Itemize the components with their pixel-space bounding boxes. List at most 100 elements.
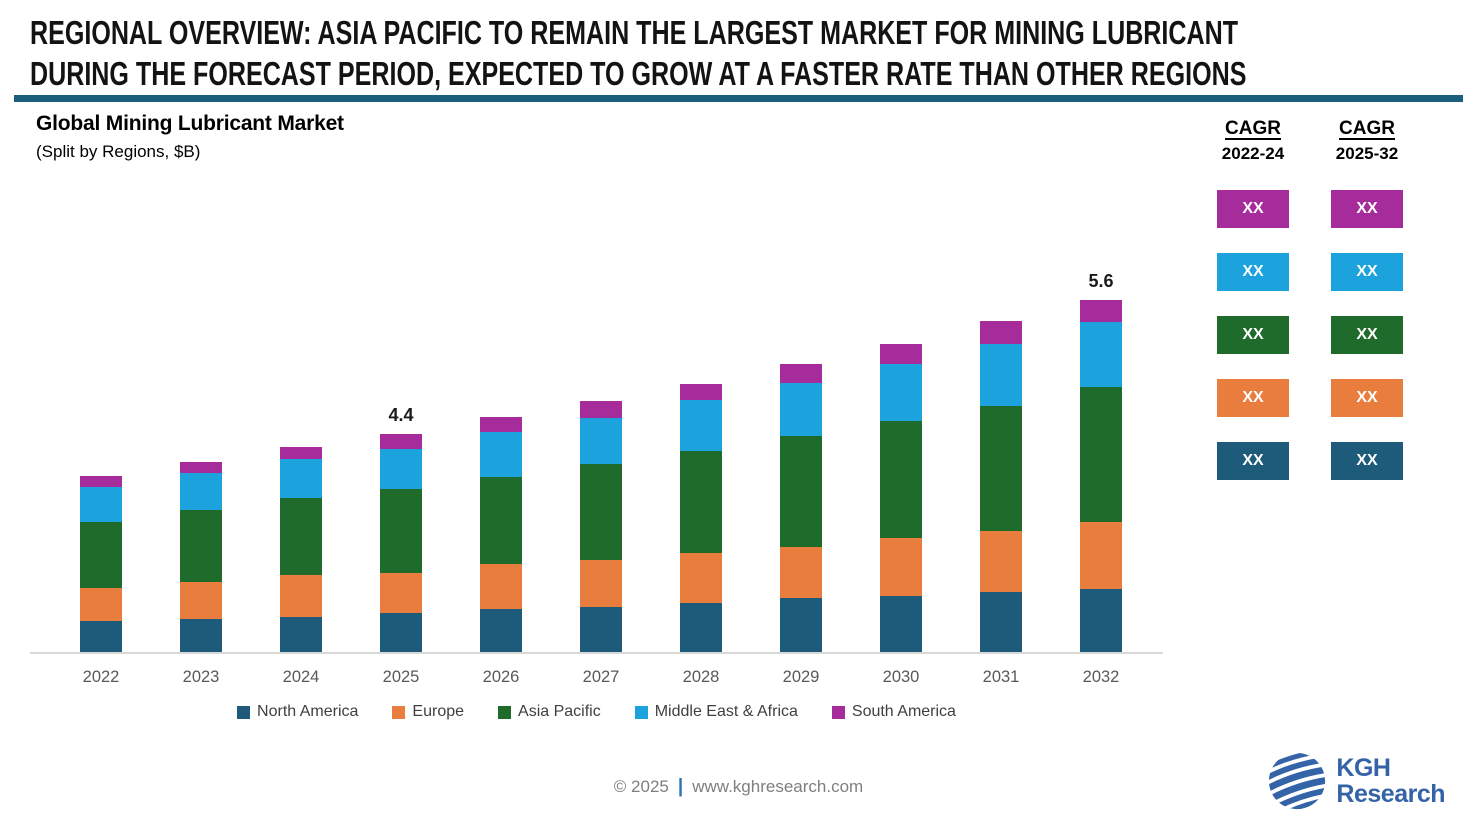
segment-south-america [280, 447, 322, 459]
segment-south-america [1080, 299, 1122, 322]
segment-middle-east-africa [180, 473, 222, 510]
bar-2029: 2029 [780, 364, 822, 686]
stacked-bar-2024 [280, 447, 322, 653]
x-axis-label-2027: 2027 [582, 668, 620, 686]
bar-2032: 5.6 2032 [1080, 271, 1122, 686]
stacked-bar-2031 [980, 321, 1022, 653]
headline-line-1: REGIONAL OVERVIEW: ASIA PACIFIC TO REMAI… [30, 14, 1239, 51]
bar-2030: 2030 [880, 344, 922, 686]
x-axis-label-2031: 2031 [982, 668, 1020, 686]
segment-south-america [480, 417, 522, 432]
stacked-bar-2025 [380, 433, 422, 653]
segment-north-america [180, 619, 222, 653]
cagr-value-middle-east-africa-2025-32: XX [1331, 253, 1403, 291]
segment-asia-pacific [280, 498, 322, 575]
legend-label-north-america: North America [257, 703, 359, 720]
slide-headline: REGIONAL OVERVIEW: ASIA PACIFIC TO REMAI… [30, 12, 1246, 94]
bar-2031: 2031 [980, 321, 1022, 686]
legend-label-asia-pacific: Asia Pacific [518, 703, 601, 720]
cagr-label: CAGR [1339, 118, 1395, 139]
cagr-column-header-2022-24: CAGR 2022-24 [1205, 118, 1301, 164]
segment-asia-pacific [380, 489, 422, 573]
segment-europe [780, 546, 822, 598]
segment-south-america [880, 344, 922, 364]
stacked-bar-2022 [80, 476, 122, 653]
segment-asia-pacific [880, 421, 922, 538]
segment-north-america [380, 612, 422, 653]
cagr-value-north-america-2022-24: XX [1217, 442, 1289, 480]
legend-item-middle-east-africa: Middle East & Africa [634, 703, 798, 721]
segment-middle-east-africa [580, 418, 622, 464]
cagr-period: 2025-32 [1335, 144, 1399, 163]
segment-north-america [280, 617, 322, 653]
segment-asia-pacific [1080, 387, 1122, 522]
bar-2022: 2022 [80, 476, 122, 686]
stacked-bar-2028 [680, 383, 722, 653]
headline-line-2: DURING THE FORECAST PERIOD, EXPECTED TO … [30, 55, 1247, 92]
legend-marker-europe [392, 705, 406, 719]
stacked-bar-2026 [480, 417, 522, 653]
legend-item-europe: Europe [392, 703, 464, 721]
segment-south-america [780, 364, 822, 383]
segment-north-america [880, 595, 922, 653]
segment-europe [80, 587, 122, 621]
bar-2024: 2024 [280, 447, 322, 686]
cagr-value-europe-2025-32: XX [1331, 379, 1403, 417]
cagr-value-south-america-2022-24: XX [1217, 190, 1289, 228]
logo-line-1: KGH [1336, 754, 1391, 782]
segment-middle-east-africa [380, 448, 422, 489]
segment-south-america [680, 383, 722, 400]
legend-marker-middle-east-africa [634, 705, 648, 719]
stacked-bar-2029 [780, 364, 822, 653]
segment-north-america [480, 609, 522, 653]
segment-north-america [680, 603, 722, 653]
cagr-value-north-america-2025-32: XX [1331, 442, 1403, 480]
segment-north-america [780, 598, 822, 653]
segment-north-america [1080, 588, 1122, 653]
bar-2027: 2027 [580, 401, 622, 686]
segment-europe [880, 538, 922, 596]
segment-asia-pacific [780, 436, 822, 547]
segment-north-america [80, 621, 122, 653]
stacked-bar-2027 [580, 401, 622, 653]
stacked-bar-2032 [1080, 299, 1122, 653]
legend-item-asia-pacific: Asia Pacific [498, 703, 601, 721]
segment-asia-pacific [180, 510, 222, 582]
x-axis-label-2028: 2028 [682, 668, 720, 686]
data-label-2025: 4.4 [388, 404, 414, 425]
kgh-research-logo: KGH Research [1266, 750, 1445, 812]
legend-marker-north-america [237, 705, 251, 719]
cagr-value-south-america-2025-32: XX [1331, 190, 1403, 228]
segment-middle-east-africa [80, 487, 122, 522]
segment-middle-east-africa [880, 363, 922, 421]
cagr-value-europe-2022-24: XX [1217, 379, 1289, 417]
website-text: www.kghresearch.com [692, 777, 864, 796]
legend-label-europe: Europe [412, 703, 465, 720]
x-axis-label-2032: 2032 [1082, 668, 1120, 686]
segment-middle-east-africa [280, 459, 322, 498]
cagr-label: CAGR [1225, 118, 1281, 139]
stacked-bar-2023 [180, 462, 222, 653]
segment-asia-pacific [580, 464, 622, 560]
segment-middle-east-africa [780, 382, 822, 436]
segment-middle-east-africa [680, 400, 722, 451]
chart-title: Global Mining Lubricant Market [36, 112, 344, 135]
footer: © 2025 | www.kghresearch.com [0, 776, 1477, 798]
segment-europe [480, 564, 522, 609]
bar-2023: 2023 [180, 462, 222, 686]
data-label-2032: 5.6 [1088, 270, 1114, 291]
segment-middle-east-africa [480, 432, 522, 477]
x-axis-label-2024: 2024 [282, 668, 320, 686]
legend-marker-south-america [831, 705, 845, 719]
cagr-values-column-2022-24: XX XX XX XX XX [1217, 190, 1289, 480]
cagr-column-header-2025-32: CAGR 2025-32 [1319, 118, 1415, 164]
legend-label-middle-east-africa: Middle East & Africa [654, 703, 798, 720]
segment-middle-east-africa [1080, 322, 1122, 387]
logo-wordmark: KGH Research [1336, 755, 1445, 807]
legend-item-north-america: North America [237, 703, 358, 721]
segment-asia-pacific [680, 451, 722, 553]
x-axis-label-2029: 2029 [782, 668, 820, 686]
x-axis-label-2030: 2030 [882, 668, 920, 686]
segment-south-america [180, 462, 222, 473]
bar-2028: 2028 [680, 383, 722, 686]
